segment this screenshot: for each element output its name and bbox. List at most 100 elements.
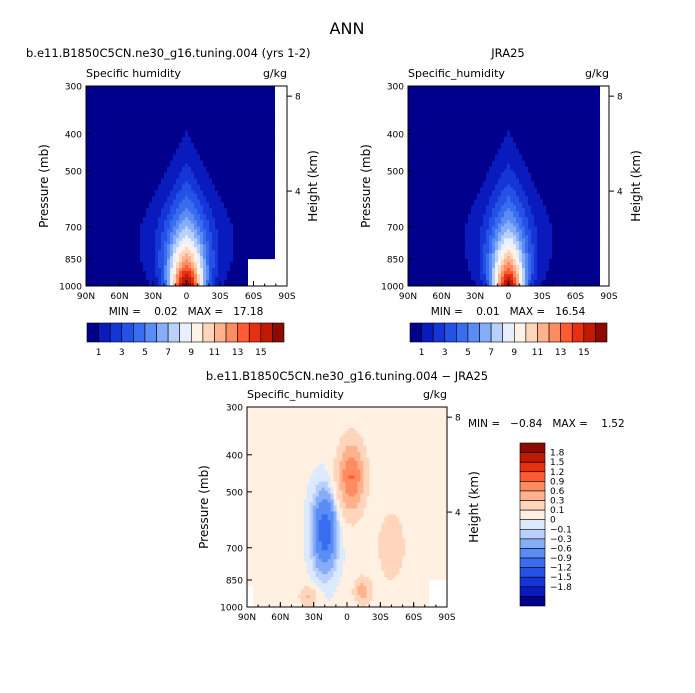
contour-cell: [486, 100, 490, 105]
contour-cell: [501, 97, 505, 102]
contour-cell: [107, 256, 111, 260]
contour-cell: [98, 181, 102, 185]
contour-cell: [266, 100, 270, 105]
contour-cell: [113, 280, 117, 284]
contour-cell: [161, 241, 165, 245]
contour-cell: [218, 175, 222, 179]
contour-cell: [197, 106, 201, 111]
contour-cell: [555, 94, 559, 99]
contour-cell: [284, 187, 288, 191]
contour-cell: [426, 88, 430, 93]
contour-cell: [101, 106, 105, 111]
contour-cell: [284, 86, 288, 90]
contour-cell: [281, 247, 285, 251]
contour-cell: [122, 91, 126, 96]
contour-cell: [230, 271, 234, 275]
contour-cell: [92, 220, 96, 224]
contour-cell: [137, 154, 141, 159]
contour-cell: [215, 223, 219, 227]
contour-cell: [275, 157, 279, 162]
contour-cell: [230, 268, 234, 272]
contour-cell: [152, 127, 156, 132]
contour-cell: [284, 238, 288, 242]
contour-cell: [185, 256, 189, 260]
contour-cell: [119, 139, 123, 144]
contour-cell: [149, 112, 153, 117]
contour-cell: [269, 211, 273, 215]
contour-cell: [119, 283, 123, 287]
contour-cell: [257, 277, 261, 281]
contour-cell: [555, 91, 559, 96]
contour-cell: [110, 127, 114, 132]
contour-cell: [137, 241, 141, 245]
contour-cell: [239, 208, 243, 212]
contour-cell: [170, 187, 174, 191]
contour-cell: [143, 247, 147, 251]
contour-cell: [170, 259, 174, 263]
contour-cell: [471, 91, 475, 96]
contour-cell: [254, 253, 258, 257]
contour-cell: [537, 94, 541, 99]
contour-cell: [230, 244, 234, 248]
contour-cell: [269, 103, 273, 108]
contour-cell: [206, 265, 210, 269]
contour-cell: [215, 208, 219, 212]
contour-cell: [176, 205, 180, 209]
contour-cell: [149, 187, 153, 191]
contour-cell: [594, 88, 598, 93]
contour-cell: [239, 112, 243, 117]
contour-cell: [275, 106, 279, 111]
contour-cell: [101, 115, 105, 120]
contour-cell: [110, 118, 114, 123]
contour-cell: [128, 211, 132, 215]
contour-cell: [158, 259, 162, 263]
contour-cell: [179, 244, 183, 248]
contour-cell: [206, 151, 210, 156]
contour-cell: [278, 265, 282, 269]
contour-cell: [224, 271, 228, 275]
contour-cell: [191, 181, 195, 185]
contour-cell: [248, 253, 252, 257]
contour-cell: [203, 169, 207, 173]
contour-cell: [167, 103, 171, 108]
contour-cell: [179, 250, 183, 254]
contour-cell: [266, 103, 270, 108]
contour-cell: [257, 172, 261, 176]
contour-cell: [200, 247, 204, 251]
contour-cell: [245, 277, 249, 281]
contour-cell: [101, 208, 105, 212]
contour-cell: [146, 226, 150, 230]
contour-cell: [104, 100, 108, 105]
contour-cell: [110, 106, 114, 111]
contour-cell: [263, 100, 267, 105]
contour-cell: [278, 259, 282, 263]
contour-cell: [110, 229, 114, 233]
contour-cell: [221, 214, 225, 218]
contour-cell: [161, 163, 165, 167]
contour-cell: [170, 196, 174, 200]
contour-cell: [212, 271, 216, 275]
contour-cell: [254, 106, 258, 111]
contour-cell: [146, 205, 150, 209]
contour-cell: [104, 145, 108, 150]
contour-cell: [95, 193, 99, 197]
contour-cell: [122, 190, 126, 194]
contour-cell: [164, 142, 168, 147]
contour-cell: [477, 91, 481, 96]
contour-cell: [203, 133, 207, 138]
contour-cell: [215, 259, 219, 263]
contour-cell: [269, 130, 273, 135]
contour-cell: [248, 238, 252, 242]
contour-cell: [107, 223, 111, 227]
contour-cell: [233, 115, 237, 120]
contour-cell: [239, 211, 243, 215]
contour-cell: [194, 160, 198, 165]
contour-cell: [272, 106, 276, 111]
contour-cell: [266, 172, 270, 176]
contour-cell: [281, 280, 285, 284]
contour-cell: [110, 196, 114, 200]
contour-cell: [242, 154, 246, 159]
contour-cell: [164, 100, 168, 105]
contour-cell: [576, 86, 580, 90]
contour-cell: [224, 202, 228, 206]
